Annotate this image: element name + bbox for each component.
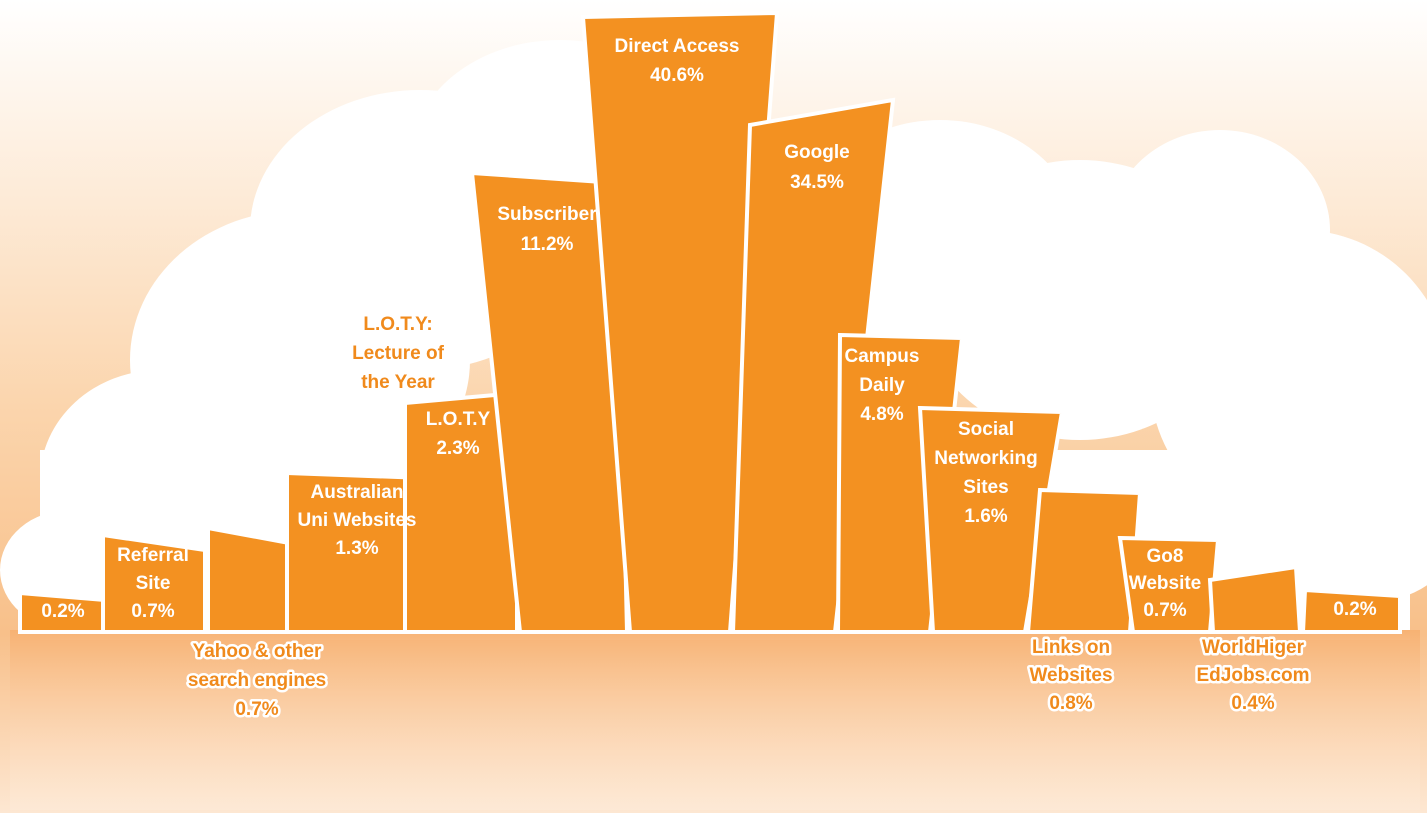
item-value: 11.2% — [521, 234, 574, 255]
item-value: 0.7% — [235, 699, 278, 720]
item-label: Sites — [963, 477, 1008, 498]
item-label: Referral — [117, 545, 189, 566]
item-value: 2.3% — [436, 438, 479, 459]
item-label: L.O.T.Y — [426, 409, 491, 430]
item-label: Social — [958, 419, 1014, 440]
item-label: Uni Websites — [298, 510, 417, 531]
item-value: 0.2% — [1333, 599, 1376, 620]
annotation: the Year — [361, 372, 435, 393]
item-value: 0.4% — [1231, 693, 1274, 714]
item-label: Website — [1129, 573, 1202, 594]
item-label: UniJobs — [116, 517, 191, 538]
item-value: 0.8% — [1049, 693, 1092, 714]
item-label: Subscriber — [497, 204, 597, 225]
item-label: Campus — [845, 346, 920, 367]
item-value: 1.6% — [964, 506, 1007, 527]
item-label: TafeJobs — [1314, 571, 1396, 592]
item-label: Yahoo & other — [193, 641, 322, 662]
item-value: 1.3% — [335, 538, 378, 559]
item-label: search engines — [188, 670, 326, 691]
item-value: 0.2% — [41, 601, 84, 622]
item-label: Go8 — [1147, 546, 1184, 567]
item-label: Site — [136, 573, 171, 594]
annotation: L.O.T.Y: — [363, 314, 432, 335]
item-value: 40.6% — [650, 65, 704, 86]
item-value: 34.5% — [790, 172, 844, 193]
item-value: 4.8% — [860, 404, 903, 425]
item-label: Direct Access — [615, 36, 740, 57]
item-label: Networking — [934, 448, 1037, 469]
item-label: Links on — [1032, 637, 1110, 658]
item-value: 0.7% — [1143, 600, 1186, 621]
infographic: Other 0.2% UniJobs Referral Site 0.7% Yahoo & … — [0, 0, 1427, 813]
item-label: Australian — [311, 482, 404, 503]
item-label: Daily — [859, 375, 905, 396]
item-label: Websites — [1029, 665, 1112, 686]
item-label: Other — [38, 574, 89, 595]
annotation: Lecture of — [352, 343, 445, 364]
item-label: Google — [784, 142, 849, 163]
item-label: EdJobs.com — [1197, 665, 1310, 686]
item-label: WorldHiger — [1202, 637, 1305, 658]
item-value: 0.7% — [131, 601, 174, 622]
